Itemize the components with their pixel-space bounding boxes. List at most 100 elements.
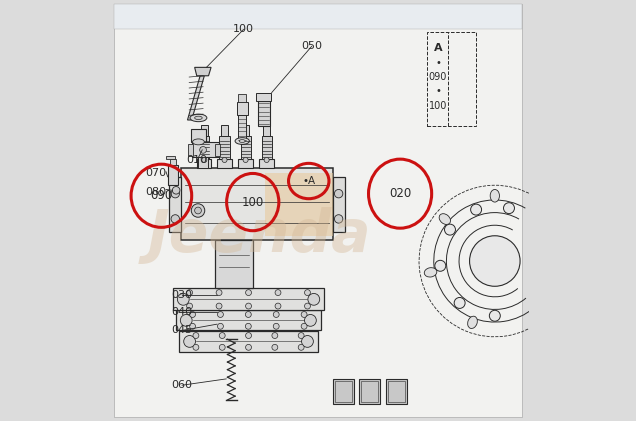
Polygon shape: [188, 76, 204, 120]
Bar: [188, 144, 193, 156]
Polygon shape: [265, 173, 333, 236]
Bar: [173, 288, 324, 310]
Text: 090: 090: [429, 72, 447, 82]
Circle shape: [216, 303, 222, 309]
Circle shape: [200, 147, 207, 153]
Circle shape: [202, 157, 207, 163]
Circle shape: [305, 303, 310, 309]
Text: Jeenda: Jeenda: [148, 207, 371, 264]
Circle shape: [305, 290, 310, 296]
Bar: [359, 379, 380, 404]
Circle shape: [245, 290, 251, 296]
Text: 080: 080: [146, 187, 167, 197]
Text: •: •: [435, 86, 441, 96]
Circle shape: [301, 323, 307, 329]
Circle shape: [469, 236, 520, 286]
Circle shape: [301, 336, 314, 347]
Bar: [333, 379, 354, 404]
Text: •A: •A: [302, 176, 315, 186]
Circle shape: [172, 187, 180, 194]
Bar: [333, 177, 345, 232]
Bar: [238, 159, 252, 168]
Bar: [191, 129, 206, 142]
Bar: [221, 125, 228, 136]
Circle shape: [301, 312, 307, 317]
Bar: [198, 157, 208, 168]
Bar: [181, 168, 333, 240]
Circle shape: [245, 333, 251, 338]
Bar: [263, 125, 270, 136]
Bar: [258, 101, 270, 126]
Bar: [386, 379, 407, 404]
Circle shape: [335, 189, 343, 198]
Circle shape: [471, 204, 481, 215]
Bar: [237, 102, 247, 115]
Text: 040: 040: [172, 307, 193, 317]
Bar: [114, 4, 522, 29]
Ellipse shape: [239, 140, 245, 142]
Text: 010: 010: [186, 155, 207, 165]
Circle shape: [273, 312, 279, 317]
Circle shape: [171, 215, 179, 223]
Circle shape: [218, 312, 223, 317]
Bar: [199, 136, 209, 159]
Circle shape: [243, 157, 248, 163]
Text: 020: 020: [389, 187, 411, 200]
Circle shape: [298, 344, 304, 350]
Bar: [219, 136, 230, 159]
Text: 100: 100: [429, 101, 447, 111]
Circle shape: [308, 293, 320, 305]
Ellipse shape: [490, 189, 499, 202]
Bar: [197, 159, 212, 168]
Text: 070: 070: [146, 168, 167, 178]
Circle shape: [181, 314, 192, 326]
Circle shape: [275, 290, 281, 296]
Circle shape: [193, 333, 199, 338]
Circle shape: [489, 310, 501, 321]
Circle shape: [504, 203, 515, 213]
Ellipse shape: [424, 268, 437, 277]
Ellipse shape: [439, 214, 450, 224]
Bar: [169, 177, 181, 232]
Circle shape: [218, 323, 223, 329]
Bar: [200, 125, 208, 136]
Bar: [170, 159, 176, 165]
Bar: [179, 331, 318, 352]
Circle shape: [245, 323, 251, 329]
Bar: [259, 159, 273, 168]
Circle shape: [272, 344, 278, 350]
Polygon shape: [195, 67, 211, 76]
Circle shape: [298, 333, 304, 338]
Circle shape: [186, 290, 193, 296]
Circle shape: [195, 207, 202, 214]
Ellipse shape: [190, 114, 207, 122]
Ellipse shape: [467, 316, 478, 328]
Circle shape: [335, 215, 343, 223]
Bar: [361, 381, 378, 402]
Circle shape: [177, 293, 189, 305]
Bar: [261, 136, 272, 159]
Circle shape: [435, 260, 446, 271]
Text: 090: 090: [150, 189, 172, 202]
Bar: [240, 136, 251, 159]
Circle shape: [191, 204, 205, 217]
Text: 060: 060: [172, 380, 193, 390]
Bar: [335, 381, 352, 402]
Bar: [191, 142, 219, 157]
Circle shape: [275, 303, 281, 309]
Ellipse shape: [193, 139, 204, 145]
Circle shape: [219, 333, 225, 338]
Bar: [215, 144, 220, 156]
Ellipse shape: [235, 138, 249, 144]
Text: 050: 050: [301, 41, 322, 51]
Text: 045: 045: [172, 325, 193, 336]
Bar: [256, 93, 272, 101]
Bar: [238, 94, 246, 102]
Text: A: A: [434, 43, 442, 53]
Circle shape: [216, 290, 222, 296]
Text: 100: 100: [242, 196, 264, 208]
Circle shape: [245, 344, 251, 350]
Circle shape: [184, 336, 195, 347]
Bar: [238, 115, 246, 142]
Circle shape: [273, 323, 279, 329]
